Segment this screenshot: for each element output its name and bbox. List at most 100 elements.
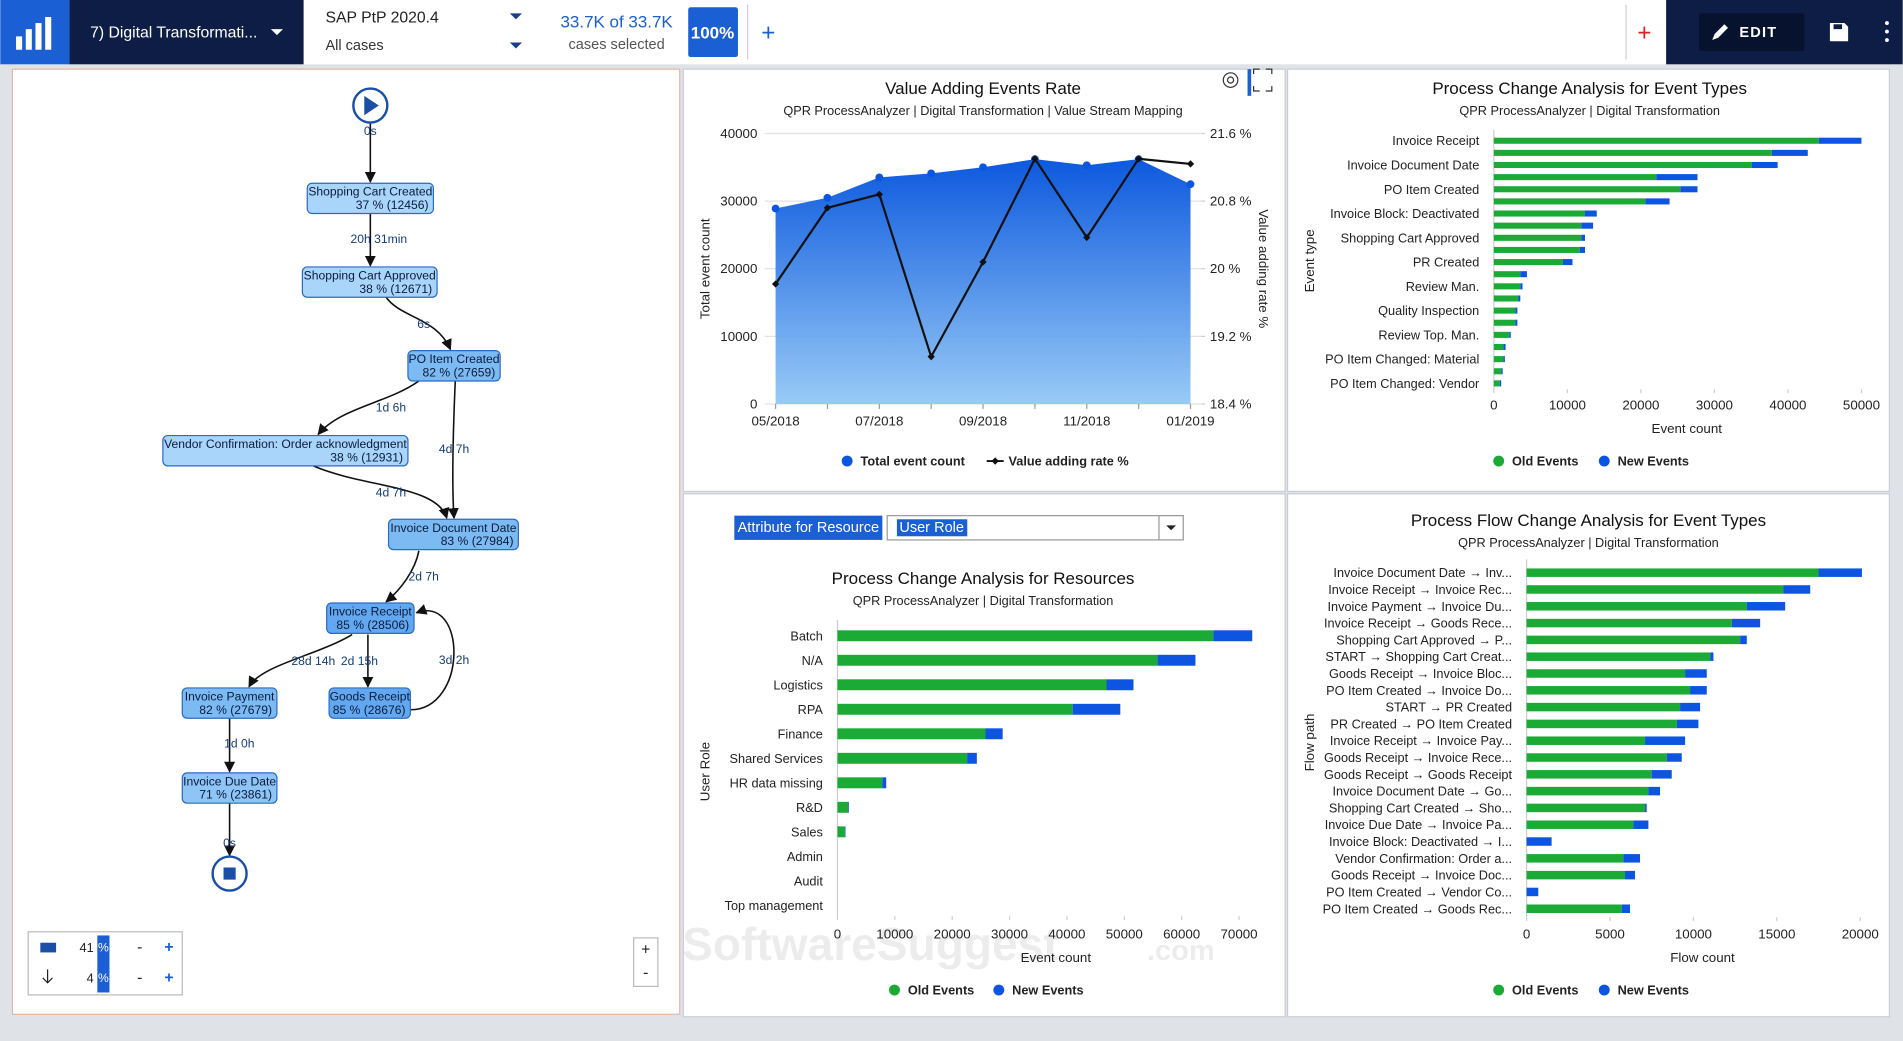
process-node[interactable] (162, 434, 409, 467)
y-tick-label: Invoice Block: Deactivated → I... (1329, 834, 1512, 849)
node-stat: 71 % (23861) (199, 788, 272, 802)
line-point (1186, 160, 1195, 168)
y-tick-label: Invoice Receipt → Invoice Pay... (1330, 733, 1512, 748)
bar (1493, 234, 1582, 241)
legend-swatch (993, 984, 1005, 996)
zoom-in[interactable]: + (641, 942, 650, 959)
bar (1526, 904, 1622, 913)
bar (1526, 820, 1634, 829)
edge-label: 1d 0h (224, 737, 254, 751)
process-node[interactable] (301, 266, 438, 298)
add-button[interactable]: + (1637, 19, 1651, 46)
bar (837, 801, 849, 813)
legend-label[interactable]: Old Events (908, 983, 974, 998)
bar (1493, 368, 1502, 375)
node-label: Invoice Receipt (329, 604, 413, 618)
line-point (1135, 155, 1143, 163)
edit-button[interactable] (1698, 13, 1805, 51)
y-tick-label: Shared Services (730, 751, 823, 766)
y-tick-label: 0 (750, 397, 757, 412)
edge-label: 6s (417, 317, 430, 331)
bar (1526, 887, 1539, 897)
zoom-minus[interactable]: - (137, 939, 142, 956)
y-tick-label: Review Man. (1406, 279, 1480, 294)
legend-label[interactable]: Old Events (1512, 983, 1578, 998)
bar (1493, 295, 1519, 302)
zoom-out[interactable]: - (643, 965, 648, 982)
process-node[interactable] (306, 182, 435, 215)
process-node[interactable] (387, 518, 519, 551)
bar (1493, 259, 1563, 266)
bar (1493, 380, 1500, 387)
legend-label[interactable]: New Events (1618, 983, 1689, 998)
y2-tick-label: 20 % (1210, 261, 1241, 276)
legend-label[interactable]: Value adding rate % (1009, 454, 1129, 469)
bar (1515, 319, 1518, 326)
end-icon (223, 867, 236, 880)
edge-label: 2d 15h (341, 654, 378, 668)
add-button[interactable]: + (761, 19, 775, 46)
zoom-minus[interactable]: - (137, 969, 142, 986)
zoom-buttons (633, 937, 659, 988)
menu-icon[interactable] (1885, 21, 1889, 42)
zoom-plus[interactable]: + (164, 969, 173, 986)
bar (1526, 669, 1686, 678)
x-tick-label: 60000 (1163, 927, 1200, 942)
edge-label: 0s (364, 124, 377, 138)
y2-tick-label: 21.6 % (1210, 126, 1252, 141)
node-stat: 82 % (27679) (199, 703, 272, 717)
y-tick-label: Sales (791, 824, 823, 839)
bar (1509, 331, 1511, 338)
dashboard-name: 7) Digital Transformati... (90, 24, 257, 41)
process-node[interactable] (326, 602, 415, 634)
bar (1493, 246, 1580, 253)
bar (837, 752, 968, 764)
y-tick-label: PO Item Created (1384, 182, 1479, 197)
y-tick-label: Goods Receipt → Invoice Doc... (1331, 868, 1512, 883)
x-tick-label: 20000 (1842, 927, 1879, 942)
x-tick-label: 50000 (1843, 398, 1880, 413)
chart-panel (682, 493, 1286, 1018)
bar (1072, 703, 1121, 715)
node-stat: 82 % (27659) (422, 365, 495, 379)
bar (1493, 356, 1504, 363)
bar (1526, 635, 1741, 645)
line-point (1031, 155, 1039, 163)
zoom-value: 4 (87, 970, 94, 985)
legend-swatch (1598, 984, 1610, 996)
y-tick-label: PO Item Changed: Vendor (1330, 376, 1480, 391)
zoom-plus[interactable]: + (164, 939, 173, 956)
logo[interactable] (0, 0, 70, 65)
selection: 33.7K of 33.7K (560, 12, 673, 31)
y-tick-label: Invoice Payment → Invoice Du... (1328, 599, 1513, 614)
y-tick-label: Vendor Confirmation: Order a... (1335, 851, 1512, 866)
bar (1526, 702, 1681, 712)
filter-label: Attribute for Resource (738, 520, 880, 536)
bar (1520, 271, 1527, 278)
dashboard-selector[interactable] (69, 0, 304, 65)
legend-label[interactable]: New Events (1618, 454, 1689, 469)
bar (1783, 585, 1811, 594)
process-node[interactable] (407, 350, 501, 382)
legend-label[interactable]: New Events (1012, 983, 1083, 998)
process-node[interactable] (181, 772, 278, 804)
bar (1581, 234, 1586, 241)
x-tick-label: 15000 (1758, 927, 1795, 942)
y-tick-label: 20000 (720, 261, 757, 276)
bar (1526, 602, 1747, 611)
y-tick-label: Invoice Receipt → Invoice Rec... (1328, 582, 1512, 597)
selection-caption: cases selected (569, 37, 665, 53)
logo-icon (16, 16, 52, 50)
bar (985, 728, 1003, 740)
selection-percent-box[interactable] (688, 7, 738, 58)
zoom-slider[interactable] (97, 935, 110, 993)
line-point (771, 280, 780, 288)
legend-label[interactable]: Total event count (861, 454, 966, 469)
process-map-panel (11, 68, 681, 1015)
process-node[interactable] (181, 687, 278, 719)
process-node[interactable] (328, 687, 411, 719)
chart-tools[interactable] (1222, 68, 1273, 92)
legend-label[interactable]: Old Events (1512, 454, 1578, 469)
y-tick-label: Invoice Document Date → Inv... (1333, 565, 1512, 580)
area-point (1186, 180, 1195, 189)
